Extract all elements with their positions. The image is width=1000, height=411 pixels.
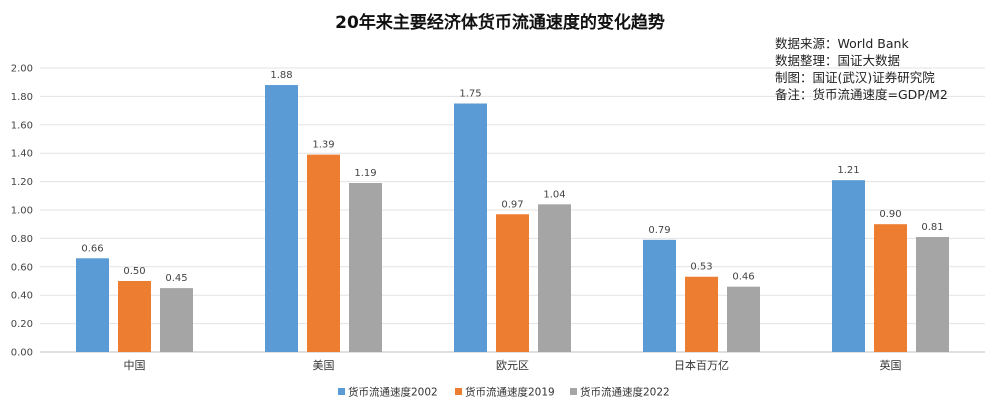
bar-value-label: 0.45 xyxy=(165,273,187,284)
graphics-note: 制图：国证(武汉)证券研究院 xyxy=(775,70,935,85)
y-tick-label: 1.40 xyxy=(11,149,33,160)
bar xyxy=(454,103,487,352)
bar-value-label: 0.81 xyxy=(921,222,943,233)
x-category-label: 美国 xyxy=(313,359,335,372)
data-labels: 0.66 0.50 0.45 1.88 1.39 1.19 1.75 0.97 1.04 0.79… xyxy=(81,70,943,284)
bar xyxy=(916,236,949,352)
bar-value-label: 1.88 xyxy=(270,70,292,81)
bar-value-label: 1.39 xyxy=(312,140,334,151)
bar xyxy=(160,288,193,352)
bar xyxy=(727,286,760,352)
x-axis: 中国 美国 欧元区 日本百万亿 英国 xyxy=(124,358,902,372)
y-tick-label: 0.80 xyxy=(11,234,33,245)
y-tick-label: 0.40 xyxy=(11,291,33,302)
legend-swatch xyxy=(338,388,345,395)
bar xyxy=(874,224,907,352)
bar xyxy=(265,85,298,352)
bar-value-label: 1.75 xyxy=(459,89,481,100)
bar-value-label: 0.66 xyxy=(81,243,103,254)
remark-note: 备注：货币流通速度=GDP/M2 xyxy=(775,87,948,102)
source-notes: 数据来源：World Bank 数据整理：国证大数据 制图：国证(武汉)证券研究… xyxy=(775,36,948,102)
y-tick-label: 0.00 xyxy=(11,348,33,359)
x-category-label: 欧元区 xyxy=(496,359,529,372)
bar xyxy=(832,180,865,352)
bar xyxy=(538,204,571,352)
legend: 货币流通速度2002 货币流通速度2019 货币流通速度2022 xyxy=(338,386,670,399)
bar xyxy=(349,183,382,352)
bar-value-label: 0.53 xyxy=(690,262,712,273)
legend-label: 货币流通速度2022 xyxy=(580,386,670,399)
y-tick-label: 0.60 xyxy=(11,262,33,273)
legend-label: 货币流通速度2002 xyxy=(348,386,438,399)
x-category-label: 中国 xyxy=(124,359,146,372)
y-tick-label: 2.00 xyxy=(11,64,33,75)
y-tick-label: 1.00 xyxy=(11,206,33,217)
y-tick-label: 1.20 xyxy=(11,177,33,188)
bar-value-label: 0.79 xyxy=(648,225,670,236)
bar-value-label: 1.04 xyxy=(543,189,565,200)
bar-value-label: 1.21 xyxy=(837,165,859,176)
bar-value-label: 0.90 xyxy=(879,209,901,220)
source-note: 数据来源：World Bank xyxy=(775,36,909,51)
y-axis: 0.00 0.20 0.40 0.60 0.80 1.00 1.20 1.40 1.60 1.80… xyxy=(11,64,33,359)
bar-value-label: 0.97 xyxy=(501,199,523,210)
y-tick-label: 1.60 xyxy=(11,120,33,131)
bars xyxy=(76,85,949,352)
y-tick-label: 0.20 xyxy=(11,319,33,330)
chart-title: 20年来主要经济体货币流通速度的变化趋势 xyxy=(335,12,665,33)
legend-label: 货币流通速度2019 xyxy=(465,386,555,399)
bar-value-label: 0.50 xyxy=(123,266,145,277)
legend-swatch xyxy=(570,388,577,395)
bar-value-label: 0.46 xyxy=(732,272,754,283)
bar xyxy=(118,281,151,352)
y-tick-label: 1.80 xyxy=(11,92,33,103)
x-category-label: 日本百万亿 xyxy=(674,358,729,372)
bar xyxy=(307,154,340,352)
bar xyxy=(685,276,718,352)
bar xyxy=(496,214,529,352)
compiler-note: 数据整理：国证大数据 xyxy=(775,53,900,68)
legend-swatch xyxy=(455,388,462,395)
x-category-label: 英国 xyxy=(880,358,902,372)
bar-value-label: 1.19 xyxy=(354,168,376,179)
bar xyxy=(643,239,676,352)
bar xyxy=(76,258,109,352)
